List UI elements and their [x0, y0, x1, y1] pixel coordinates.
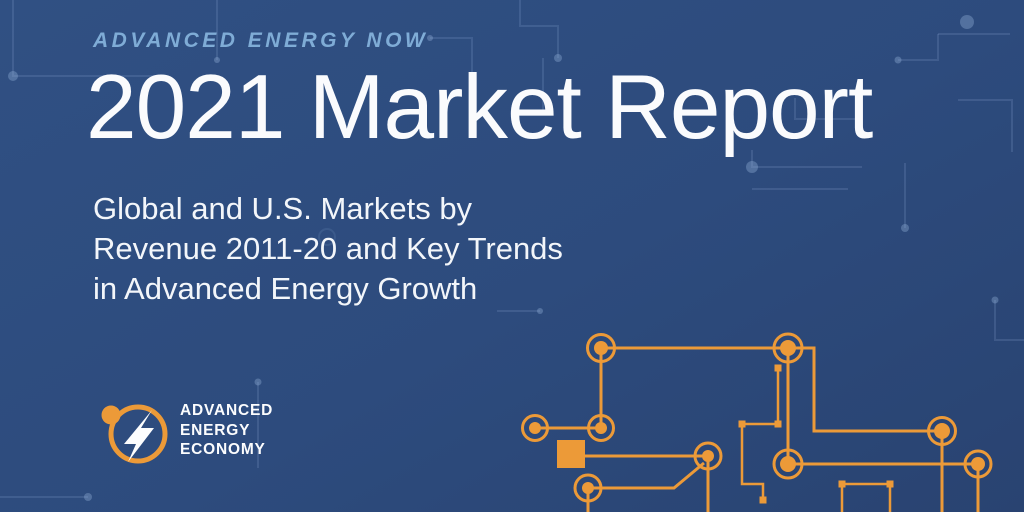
report-series-label: ADVANCED ENERGY NOW — [93, 29, 429, 52]
lightning-bolt-icon — [101, 404, 168, 464]
logo-word-economy: ECONOMY — [180, 441, 266, 458]
subtitle-line-3: in Advanced Energy Growth — [93, 271, 478, 306]
logo-wordmark: ADVANCED ENERGY ECONOMY — [180, 401, 273, 460]
report-title: 2021 Market Report — [86, 57, 873, 158]
subtitle-line-2: Revenue 2011-20 and Key Trends — [93, 231, 563, 266]
logo-word-energy: ENERGY — [180, 421, 251, 439]
logo-word-advanced: ADVANCED — [180, 402, 274, 419]
report-subtitle: Global and U.S. Markets by Revenue 2011-… — [93, 189, 563, 309]
subtitle-line-1: Global and U.S. Markets by — [93, 191, 473, 226]
aee-logo: ADVANCED ENERGY ECONOMY — [96, 392, 326, 484]
